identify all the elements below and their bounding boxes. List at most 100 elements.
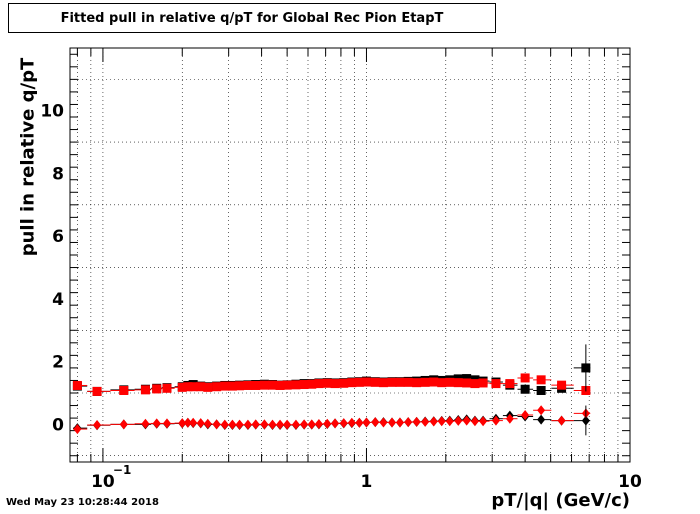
y-tick-label: 0 (52, 415, 64, 435)
data-point-diamond (479, 416, 488, 427)
data-point-square (282, 380, 292, 390)
data-point-diamond (119, 419, 128, 430)
data-point-diamond (196, 418, 205, 429)
data-point-diamond (537, 405, 546, 416)
data-point-square (267, 380, 277, 390)
data-point-diamond (371, 417, 380, 428)
data-point-square (429, 377, 439, 387)
data-point-square (243, 380, 253, 390)
data-point-diamond (235, 419, 244, 430)
data-point-diamond (421, 416, 430, 427)
data-point-diamond (347, 417, 356, 428)
data-point-square (339, 378, 349, 388)
data-point-square (505, 379, 515, 389)
data-point-square (361, 377, 371, 387)
data-point-square (403, 377, 413, 387)
data-point-square (235, 381, 245, 391)
timestamp: Wed May 23 10:28:44 2018 (6, 497, 159, 508)
data-point-square (330, 379, 340, 389)
x-tick-label: 10 (618, 472, 642, 492)
data-point-diamond (505, 413, 514, 424)
data-point-square (203, 382, 213, 392)
data-point-square (162, 383, 172, 393)
chart-title: Fitted pull in relative q/pT for Global … (8, 3, 496, 33)
data-point-square (322, 378, 332, 388)
data-point-square (72, 380, 82, 390)
data-point-square (557, 380, 567, 390)
data-point-diamond (162, 418, 171, 429)
grid-lines (70, 48, 631, 462)
data-point-square (536, 375, 546, 385)
y-axis-label: pull in relative q/pT (17, 57, 39, 257)
x-axis-label: pT/|q| (GeV/c) (491, 490, 630, 511)
x-tick-label: 1 (361, 472, 373, 492)
data-point-square (92, 386, 102, 396)
data-point-square (314, 379, 324, 389)
data-point-square (387, 377, 397, 387)
data-point-square (220, 381, 230, 391)
data-point-diamond (203, 418, 212, 429)
data-point-diamond (429, 416, 438, 427)
data-point-diamond (454, 415, 463, 426)
data-point-diamond (339, 418, 348, 429)
data-point-diamond (470, 416, 479, 427)
data-point-diamond (73, 424, 82, 435)
data-point-diamond (437, 416, 446, 427)
data-point-square (196, 382, 206, 392)
y-tick-label: 4 (52, 290, 64, 310)
data-point-diamond (291, 419, 300, 430)
data-point-diamond (212, 419, 221, 430)
data-point-diamond (557, 415, 566, 426)
data-point-diamond (379, 417, 388, 428)
data-point-diamond (445, 416, 454, 427)
data-point-square (177, 382, 187, 392)
y-tick-label: 2 (52, 353, 64, 373)
data-point-diamond (189, 417, 198, 428)
data-point-square (412, 378, 422, 388)
data-point-diamond (283, 419, 292, 430)
y-tick-label: 8 (52, 164, 64, 184)
data-point-square (183, 382, 193, 392)
data-point-square (275, 380, 285, 390)
data-point-diamond (307, 419, 316, 430)
data-point-diamond (355, 417, 364, 428)
data-point-square (370, 377, 380, 387)
data-points (72, 344, 591, 436)
data-point-square (378, 378, 388, 388)
data-point-diamond (276, 419, 285, 430)
data-point-square (437, 378, 447, 388)
data-point-square (251, 380, 261, 390)
data-point-square (291, 380, 301, 390)
data-point-diamond (323, 418, 332, 429)
data-point-diamond (268, 419, 277, 430)
y-tick-label: 10 (40, 102, 64, 122)
data-point-diamond (260, 419, 269, 430)
data-point-square (119, 385, 129, 395)
data-point-diamond (300, 419, 309, 430)
data-point-diamond (412, 416, 421, 427)
data-point-diamond (404, 417, 413, 428)
data-point-square (354, 377, 364, 387)
data-point-diamond (314, 419, 323, 430)
x-tick-label-exponent: −1 (113, 463, 131, 477)
data-point-diamond (331, 418, 340, 429)
data-point-diamond (141, 418, 150, 429)
data-point-diamond (251, 419, 260, 430)
data-point-diamond (395, 417, 404, 428)
y-tick-label: 6 (52, 227, 64, 247)
data-point-diamond (537, 414, 546, 425)
data-point-diamond (462, 415, 471, 426)
x-tick-label: 10 (91, 472, 115, 492)
axes (70, 48, 631, 462)
data-point-diamond (178, 418, 187, 429)
data-point-diamond (228, 419, 237, 430)
data-point-square (212, 382, 222, 392)
data-point-square (520, 384, 530, 394)
data-point-diamond (362, 417, 371, 428)
data-point-square (395, 377, 405, 387)
data-point-diamond (93, 419, 102, 430)
data-point-square (227, 381, 237, 391)
data-point-diamond (388, 417, 397, 428)
